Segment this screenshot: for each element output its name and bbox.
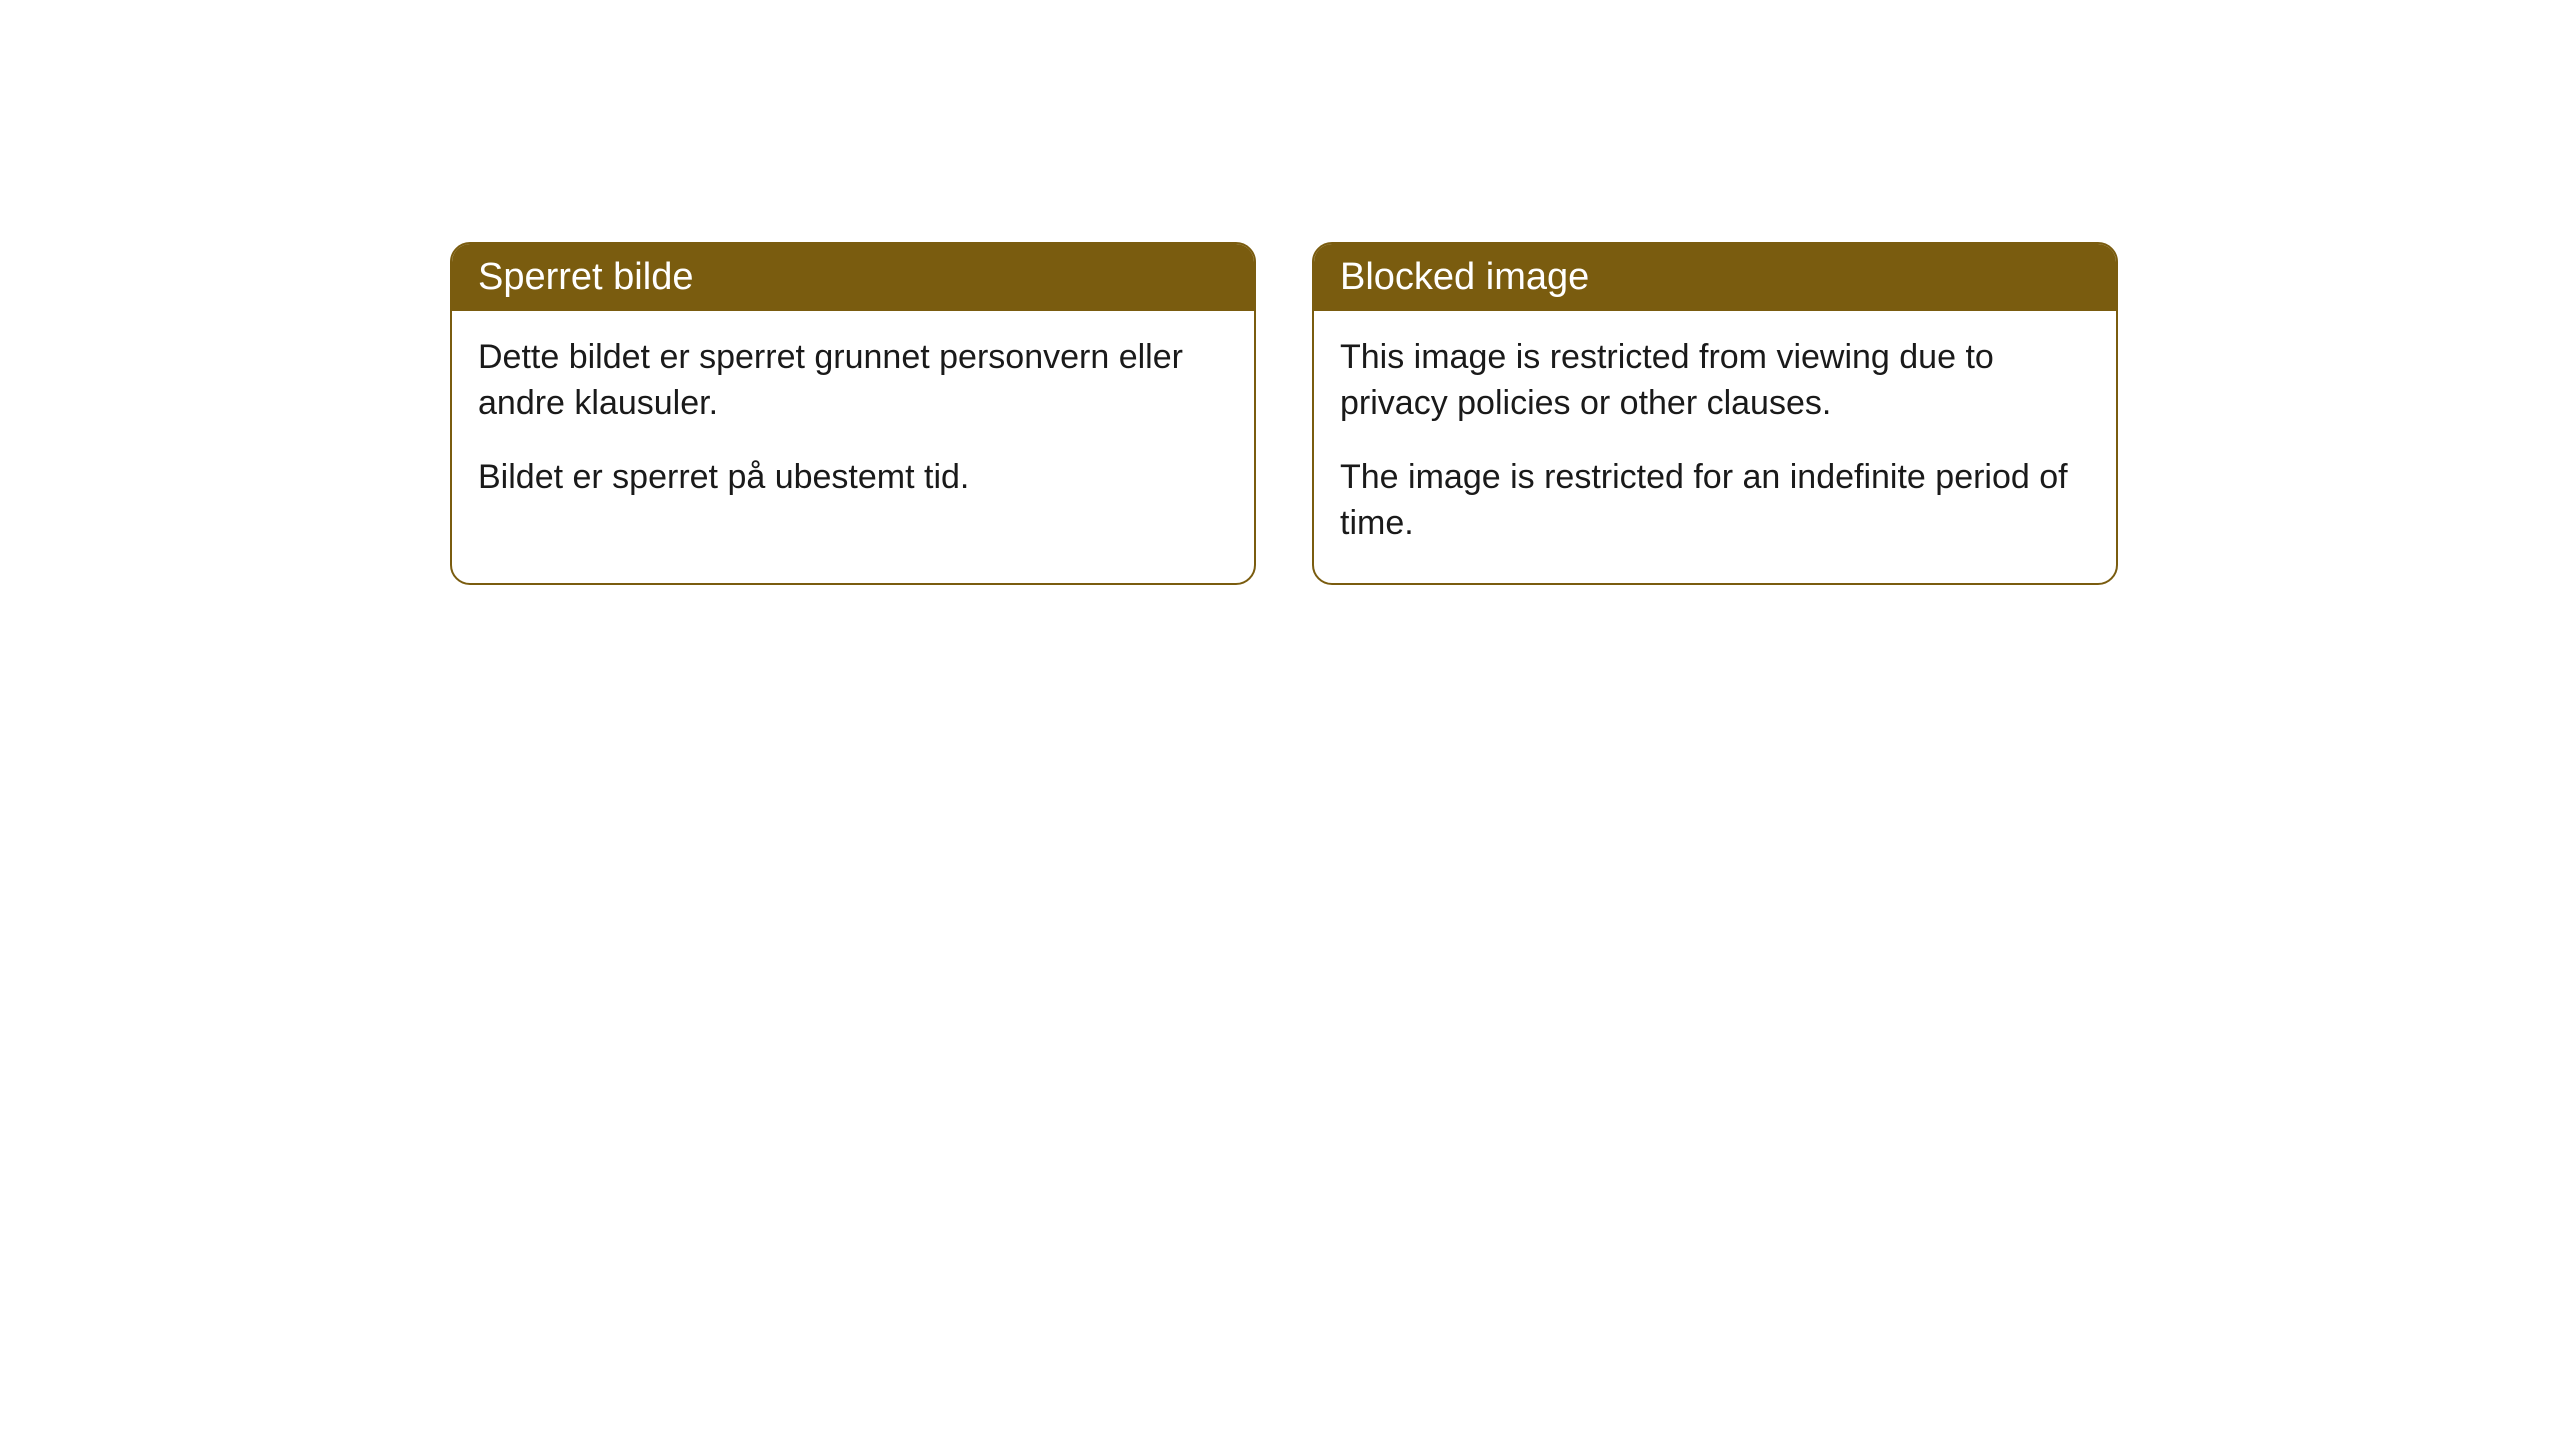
card-body: Dette bildet er sperret grunnet personve… xyxy=(452,311,1254,537)
card-body: This image is restricted from viewing du… xyxy=(1314,311,2116,583)
card-header: Blocked image xyxy=(1314,244,2116,311)
notice-card-norwegian: Sperret bilde Dette bildet er sperret gr… xyxy=(450,242,1256,585)
notice-card-english: Blocked image This image is restricted f… xyxy=(1312,242,2118,585)
card-paragraph: This image is restricted from viewing du… xyxy=(1340,335,2090,427)
card-title: Sperret bilde xyxy=(478,256,693,298)
notice-container: Sperret bilde Dette bildet er sperret gr… xyxy=(450,242,2118,585)
card-paragraph: Dette bildet er sperret grunnet personve… xyxy=(478,335,1228,427)
card-title: Blocked image xyxy=(1340,256,1589,298)
card-paragraph: Bildet er sperret på ubestemt tid. xyxy=(478,455,1228,501)
card-paragraph: The image is restricted for an indefinit… xyxy=(1340,455,2090,547)
card-header: Sperret bilde xyxy=(452,244,1254,311)
